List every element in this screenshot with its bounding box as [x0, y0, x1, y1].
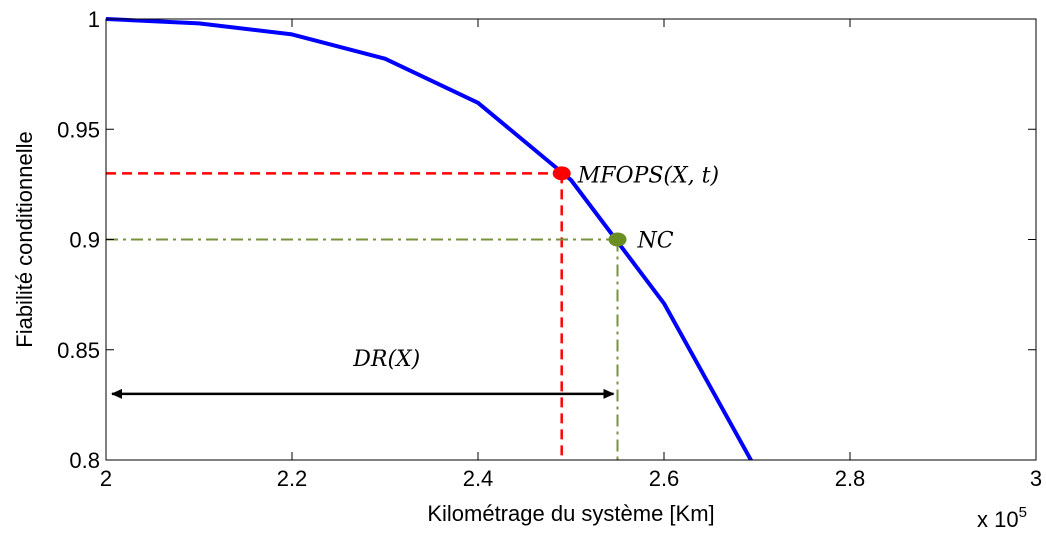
mfops-label: MFOPS(X, t)	[577, 163, 719, 188]
axis-text: Kilométrage du système [Km] Fiabilité co…	[12, 131, 1027, 532]
y-tick-label: 0.85	[57, 338, 100, 363]
y-tick-label: 0.9	[69, 228, 100, 253]
series-layer	[106, 17, 754, 460]
dr-label: DR(X)	[352, 347, 420, 372]
annotation-layer: MFOPS(X, t) NC DR(X)	[111, 163, 719, 399]
series-line	[106, 17, 754, 460]
x-axis-multiplier-base: x 10	[977, 507, 1019, 532]
guide-lines	[106, 172, 619, 460]
mfops-point	[552, 166, 571, 181]
x-tick-label: 2.2	[277, 466, 308, 491]
x-axis-title: Kilométrage du système [Km]	[427, 501, 714, 526]
axis-ticks: 2 2.2 2.4 2.6 2.8 3 0.8 0.85 0.9 0.95 1	[57, 7, 1042, 491]
x-tick-label: 3	[1030, 466, 1042, 491]
y-tick-label: 0.95	[57, 117, 100, 142]
x-tick-label: 2.6	[649, 466, 680, 491]
y-axis-title: Fiabilité conditionnelle	[12, 131, 37, 347]
y-tick-label: 1	[88, 7, 100, 32]
nc-label: NC	[637, 229, 674, 254]
x-tick-label: 2	[100, 466, 112, 491]
x-axis-multiplier: x 105	[977, 504, 1027, 532]
x-tick-label: 2.4	[463, 466, 494, 491]
y-tick-label: 0.8	[69, 448, 100, 473]
nc-point	[608, 232, 627, 247]
x-axis-multiplier-exponent: 5	[1019, 504, 1027, 521]
x-tick-label: 2.8	[835, 466, 866, 491]
